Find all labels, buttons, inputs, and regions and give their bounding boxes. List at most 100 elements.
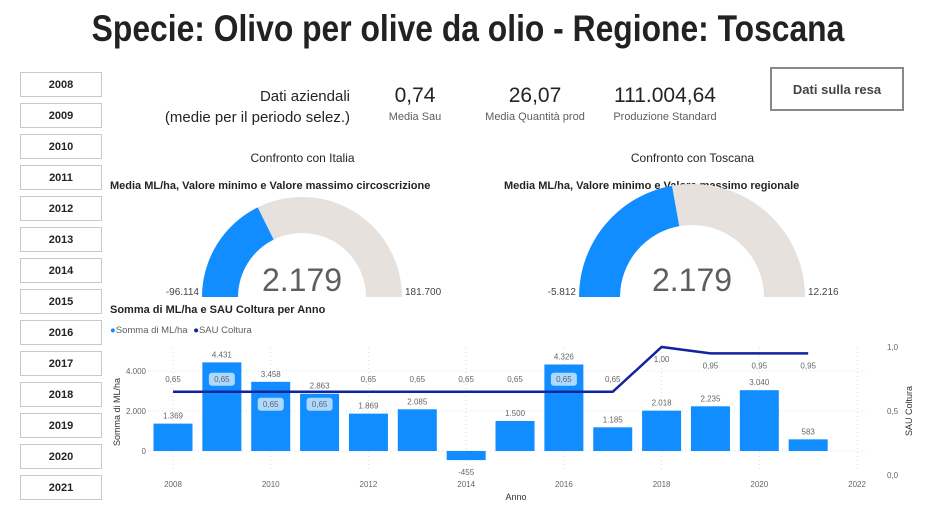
year-button-2021[interactable]: 2021 bbox=[20, 475, 102, 500]
line-data-label: 0,95 bbox=[703, 361, 719, 370]
gauge-value-arc bbox=[579, 185, 680, 297]
kpi-value: 111.004,64 bbox=[614, 84, 716, 107]
year-button-2013[interactable]: 2013 bbox=[20, 227, 102, 252]
line-label-background bbox=[208, 372, 235, 386]
year-button-2015[interactable]: 2015 bbox=[20, 289, 102, 314]
bar-data-label: -455 bbox=[458, 468, 475, 477]
y-tick-label: 0 bbox=[142, 447, 147, 456]
bar-2012[interactable] bbox=[348, 413, 388, 451]
bar-data-label: 583 bbox=[802, 427, 816, 436]
x-tick-label: 2008 bbox=[164, 480, 182, 489]
x-tick-label: 2018 bbox=[653, 480, 671, 489]
kpi-media-sau: 0,74 Media Sau bbox=[370, 84, 460, 123]
line-data-label: 0,65 bbox=[556, 375, 572, 384]
line-data-label: 0,65 bbox=[214, 375, 230, 384]
bar-data-label: 1.369 bbox=[163, 412, 184, 421]
gauge-value: 2.179 bbox=[652, 262, 732, 298]
gauge-min-label: -5.812 bbox=[548, 287, 577, 298]
gauge-toscana-title: Media ML/ha, Valore minimo e Valore mass… bbox=[504, 180, 800, 192]
year-button-2008[interactable]: 2008 bbox=[20, 72, 102, 97]
bar-2008[interactable] bbox=[153, 423, 193, 451]
x-tick-label: 2022 bbox=[848, 480, 866, 489]
y2-tick-label: 0,0 bbox=[887, 471, 899, 480]
x-tick-label: 2012 bbox=[360, 480, 378, 489]
bar-2021[interactable] bbox=[788, 439, 828, 451]
gauge-max-label: 12.216 bbox=[808, 287, 839, 298]
kpi-produzione-standard: 111.004,64 Produzione Standard bbox=[600, 84, 730, 123]
y-axis-title: Somma di ML/ha bbox=[112, 378, 122, 446]
bar-data-label: 3.040 bbox=[749, 378, 770, 387]
year-button-2010[interactable]: 2010 bbox=[20, 134, 102, 159]
year-button-2011[interactable]: 2011 bbox=[20, 165, 102, 190]
line-data-label: 0,65 bbox=[410, 375, 426, 384]
kpi-label: Media Sau bbox=[388, 111, 442, 123]
line-data-label: 0,95 bbox=[800, 361, 816, 370]
legend-label: SAU Coltura bbox=[198, 325, 252, 336]
line-data-label: 0,65 bbox=[458, 375, 474, 384]
kpi-heading-line1: Dati aziendali bbox=[259, 88, 350, 105]
dati-resa-button[interactable]: Dati sulla resa bbox=[770, 67, 904, 111]
x-axis-title: Anno bbox=[505, 492, 526, 502]
bar-data-label: 2.863 bbox=[310, 382, 331, 391]
year-button-2014[interactable]: 2014 bbox=[20, 258, 102, 283]
year-button-2009[interactable]: 2009 bbox=[20, 103, 102, 128]
year-button-2018[interactable]: 2018 bbox=[20, 382, 102, 407]
bar-data-label: 1.869 bbox=[358, 402, 379, 411]
gauge-value-arc bbox=[202, 207, 274, 297]
kpi-media-quantita: 26,07 Media Quantità prod bbox=[470, 84, 600, 123]
gauge-max-label: 181.700 bbox=[405, 287, 442, 298]
kpi-value: 26,07 bbox=[508, 84, 562, 107]
legend-item-bars[interactable]: ●Somma di ML/ha bbox=[110, 325, 188, 336]
y2-tick-label: 0,5 bbox=[887, 407, 899, 416]
line-label-background bbox=[550, 372, 577, 386]
bar-2014[interactable] bbox=[446, 451, 486, 461]
gauge-min-label: -96.114 bbox=[166, 287, 200, 298]
kpi-value: 0,74 bbox=[394, 84, 436, 107]
line-data-label: 0,65 bbox=[263, 400, 279, 409]
y-tick-label: 2.000 bbox=[126, 407, 147, 416]
x-tick-label: 2010 bbox=[262, 480, 280, 489]
year-button-2020[interactable]: 2020 bbox=[20, 444, 102, 469]
page-title: Specie: Olivo per olive da olio - Region… bbox=[91, 8, 845, 49]
chart-title: Somma di ML/ha e SAU Coltura per Anno bbox=[110, 304, 326, 316]
gauge-value: 2.179 bbox=[262, 262, 342, 298]
line-data-label: 0,65 bbox=[361, 375, 377, 384]
y-tick-label: 4.000 bbox=[126, 367, 147, 376]
line-data-label: 0,65 bbox=[312, 400, 328, 409]
kpi-heading: Dati aziendali (medie per il periodo sel… bbox=[110, 86, 350, 128]
line-label-background bbox=[306, 397, 333, 411]
year-button-2017[interactable]: 2017 bbox=[20, 351, 102, 376]
x-tick-label: 2014 bbox=[457, 480, 475, 489]
bar-2018[interactable] bbox=[642, 410, 682, 451]
line-data-label: 0,65 bbox=[605, 375, 621, 384]
line-data-label: 0,95 bbox=[752, 361, 768, 370]
gauge-italia-title: Media ML/ha, Valore minimo e Valore mass… bbox=[110, 180, 431, 192]
kpi-heading-line2: (medie per il periodo selez.) bbox=[164, 109, 350, 126]
x-tick-label: 2016 bbox=[555, 480, 573, 489]
bar-2017[interactable] bbox=[593, 427, 633, 451]
line-data-label: 1,00 bbox=[654, 355, 670, 364]
year-button-2019[interactable]: 2019 bbox=[20, 413, 102, 438]
year-button-2016[interactable]: 2016 bbox=[20, 320, 102, 345]
kpi-label: Media Quantità prod bbox=[485, 111, 585, 123]
bar-data-label: 2.018 bbox=[652, 399, 673, 408]
bar-data-label: 4.431 bbox=[212, 350, 233, 359]
sau-line bbox=[173, 345, 809, 394]
bar-2013[interactable] bbox=[397, 409, 437, 451]
bar-2010[interactable] bbox=[251, 381, 291, 451]
gauge-toscana-heading: Confronto con Toscana bbox=[630, 151, 755, 165]
line-label-background bbox=[257, 397, 284, 411]
legend-item-line[interactable]: ●SAU Coltura bbox=[193, 325, 252, 336]
kpi-label: Produzione Standard bbox=[613, 111, 717, 123]
bar-data-label: 3.458 bbox=[261, 370, 282, 379]
bar-2015[interactable] bbox=[495, 421, 535, 451]
y2-axis-title: SAU Coltura bbox=[904, 386, 914, 436]
line-data-label: 0,65 bbox=[507, 375, 523, 384]
gauge-italia-heading: Confronto con Italia bbox=[250, 151, 355, 165]
year-button-2012[interactable]: 2012 bbox=[20, 196, 102, 221]
bar-data-label: 1.185 bbox=[603, 415, 624, 424]
bar-2019[interactable] bbox=[690, 406, 730, 451]
bar-2020[interactable] bbox=[739, 390, 779, 451]
line-data-label: 0,65 bbox=[165, 375, 181, 384]
